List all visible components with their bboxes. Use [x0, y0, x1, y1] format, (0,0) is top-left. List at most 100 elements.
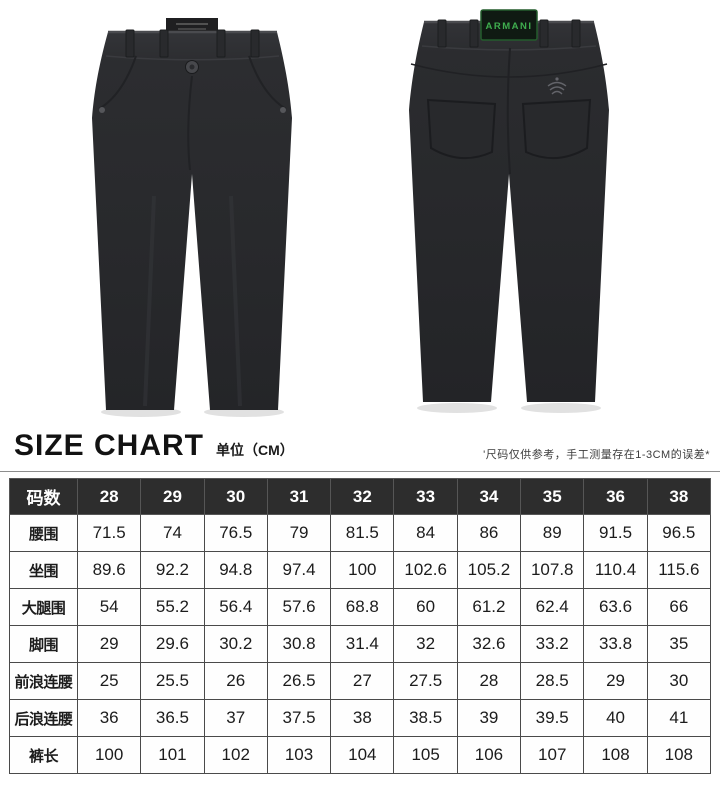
measurement-value: 33.2	[520, 625, 585, 663]
trousers-silhouette	[92, 32, 292, 410]
measurement-value: 35	[646, 625, 712, 663]
tag-text-line	[178, 28, 206, 30]
yoke-seam	[410, 63, 608, 78]
fly-seam	[187, 75, 193, 171]
pants-back-image: ARMANI	[409, 9, 609, 413]
measurement-value: 63.6	[583, 588, 648, 626]
measurement-value: 25	[76, 662, 142, 700]
measurement-value: 56.4	[203, 588, 268, 626]
measurement-value: 31.4	[330, 625, 395, 663]
measurement-row: 前浪连腰 25 25.5 26 26.5 27 27.5 28 28.5 29 30	[9, 662, 712, 700]
measurement-value: 68.8	[330, 588, 395, 626]
measurement-value: 81.5	[330, 514, 395, 552]
measurement-value: 33.8	[583, 625, 648, 663]
measurement-value: 32	[393, 625, 458, 663]
measurement-value: 101	[140, 736, 205, 774]
measurement-value: 39	[456, 699, 522, 737]
measurement-row: 后浪连腰 36 36.5 37 37.5 38 38.5 39 39.5 40 41	[9, 699, 712, 737]
measurement-label: 大腿围	[9, 588, 78, 626]
measurement-value: 108	[583, 736, 648, 774]
size-column-header: 36	[583, 478, 648, 515]
size-chart-header: SIZE CHART 单位（CM） '尺码仅供参考，手工测量存在1-3CM的误差…	[0, 424, 720, 471]
unit-label: 单位（CM）	[216, 442, 294, 458]
measurement-value: 40	[583, 699, 648, 737]
measurement-label: 后浪连腰	[9, 699, 78, 737]
measurement-value: 61.2	[456, 588, 522, 626]
measurement-row: 腰围 71.5 74 76.5 79 81.5 84 86 89 91.5 96.5	[9, 514, 712, 552]
measurement-value: 27.5	[393, 662, 458, 700]
size-column-header: 38	[646, 478, 712, 515]
eagle-logo-icon	[547, 77, 567, 95]
measurement-value: 30.8	[266, 625, 332, 663]
brand-label-text: ARMANI	[486, 21, 533, 32]
front-pocket-left	[98, 55, 137, 110]
leg-shadow	[417, 403, 497, 413]
measurement-label: 坐围	[9, 551, 78, 589]
measurement-value: 94.8	[203, 551, 268, 589]
back-pocket-left	[426, 98, 497, 160]
measurement-value: 27	[330, 662, 395, 700]
size-column-header: 33	[393, 478, 458, 515]
measurement-label: 脚围	[9, 625, 78, 663]
size-column-header: 34	[456, 478, 522, 515]
measurement-disclaimer-note: '尺码仅供参考，手工测量存在1-3CM的误差*	[483, 449, 710, 461]
size-column-header: 32	[330, 478, 395, 515]
leg-crease	[229, 195, 242, 407]
measurement-value: 105.2	[456, 551, 522, 589]
measurement-value: 29	[76, 625, 142, 663]
measurement-row: 脚围 29 29.6 30.2 30.8 31.4 32 32.6 33.2 33.8 35	[9, 625, 712, 663]
measurement-value: 110.4	[583, 551, 648, 589]
leg-crease	[143, 195, 156, 407]
measurement-value: 108	[646, 736, 712, 774]
waistband-seam	[105, 55, 280, 61]
brand-waist-label	[480, 9, 538, 41]
measurement-value: 66	[646, 588, 712, 626]
header-divider-line	[0, 471, 720, 472]
measurement-value: 55.2	[140, 588, 205, 626]
measurement-value: 36.5	[140, 699, 205, 737]
measurement-label: 腰围	[9, 514, 78, 552]
measurement-value: 100	[76, 736, 142, 774]
center-back-seam	[506, 47, 511, 175]
measurement-value: 28	[456, 662, 522, 700]
measurement-value: 26	[203, 662, 268, 700]
measurement-value: 25.5	[140, 662, 205, 700]
measurement-value: 76.5	[203, 514, 268, 552]
measurement-value: 103	[266, 736, 332, 774]
measurement-value: 102	[203, 736, 268, 774]
measurement-value: 84	[393, 514, 458, 552]
title-wrap: SIZE CHART 单位（CM）	[14, 429, 294, 463]
measurement-value: 28.5	[520, 662, 585, 700]
measurement-value: 37.5	[266, 699, 332, 737]
measurement-value: 89.6	[76, 551, 142, 589]
size-column-header: 30	[203, 478, 268, 515]
measurement-value: 71.5	[76, 514, 142, 552]
measurement-value: 38	[330, 699, 395, 737]
measurement-row: 坐围 89.6 92.2 94.8 97.4 100 102.6 105.2 107.8 110.…	[9, 551, 712, 589]
measurement-value: 62.4	[520, 588, 585, 626]
measurement-value: 29	[583, 662, 648, 700]
size-chart-title: SIZE CHART	[14, 429, 204, 462]
measurement-value: 57.6	[266, 588, 332, 626]
measurement-value: 39.5	[520, 699, 585, 737]
measurement-row: 裤长 100 101 102 103 104 105 106 107 108 108	[9, 736, 712, 774]
back-pocket-right	[521, 98, 592, 160]
front-pocket-right	[248, 55, 287, 110]
measurement-value: 106	[456, 736, 522, 774]
pants-front-image	[92, 18, 292, 417]
waist-button-center	[189, 64, 195, 70]
size-table-corner-cell: 码数	[9, 478, 78, 515]
measurement-value: 104	[330, 736, 395, 774]
measurement-value: 38.5	[393, 699, 458, 737]
measurement-value: 102.6	[393, 551, 458, 589]
measurement-value: 100	[330, 551, 395, 589]
size-table-header-row: 码数 28 29 30 31 32 33 34 35 36 38	[9, 478, 712, 515]
measurement-value: 29.6	[140, 625, 205, 663]
measurement-value: 74	[140, 514, 205, 552]
measurement-value: 115.6	[646, 551, 712, 589]
measurement-value: 107.8	[520, 551, 585, 589]
belt-loops	[437, 19, 581, 48]
measurement-value: 37	[203, 699, 268, 737]
inner-brand-tag	[166, 18, 218, 34]
measurement-value: 91.5	[583, 514, 648, 552]
